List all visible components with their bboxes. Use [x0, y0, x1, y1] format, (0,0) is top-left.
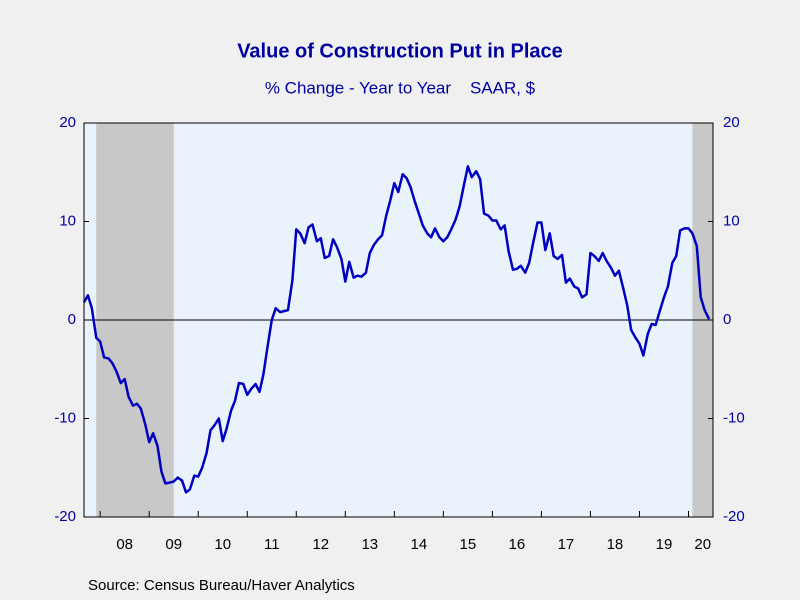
x-tick-label: 12 [312, 536, 329, 553]
y2-tick-label: -10 [723, 409, 745, 426]
x-tick-label: 20 [694, 536, 711, 553]
x-tick-label: 10 [214, 536, 231, 553]
y-tick-label: 20 [59, 114, 76, 131]
y2-tick-label: 0 [723, 311, 731, 328]
y2-tick-label: 20 [723, 114, 740, 131]
x-tick-label: 17 [558, 536, 575, 553]
y-tick-label: 0 [68, 311, 76, 328]
data-line [82, 165, 711, 494]
x-tick-label: 13 [361, 536, 378, 553]
marks [82, 123, 713, 517]
chart-title: Value of Construction Put in Place [237, 40, 563, 62]
source-note: Source: Census Bureau/Haver Analytics [88, 577, 355, 594]
y-tick-label: -10 [54, 409, 76, 426]
x-tick-label: 19 [656, 536, 673, 553]
x-tick-label: 15 [460, 536, 477, 553]
y2-tick-label: 10 [723, 212, 740, 229]
y-tick-label: 10 [59, 212, 76, 229]
x-tick-label: 08 [116, 536, 133, 553]
x-tick-label: 14 [411, 536, 428, 553]
x-tick-label: 11 [264, 536, 280, 553]
x-tick-label: 18 [607, 536, 624, 553]
y-tick-label: -20 [54, 508, 76, 525]
y2-tick-label: -20 [723, 508, 745, 525]
x-tick-label: 09 [165, 536, 182, 553]
chart-subtitle: % Change - Year to Year SAAR, $ [265, 78, 536, 97]
x-tick-label: 16 [509, 536, 526, 553]
